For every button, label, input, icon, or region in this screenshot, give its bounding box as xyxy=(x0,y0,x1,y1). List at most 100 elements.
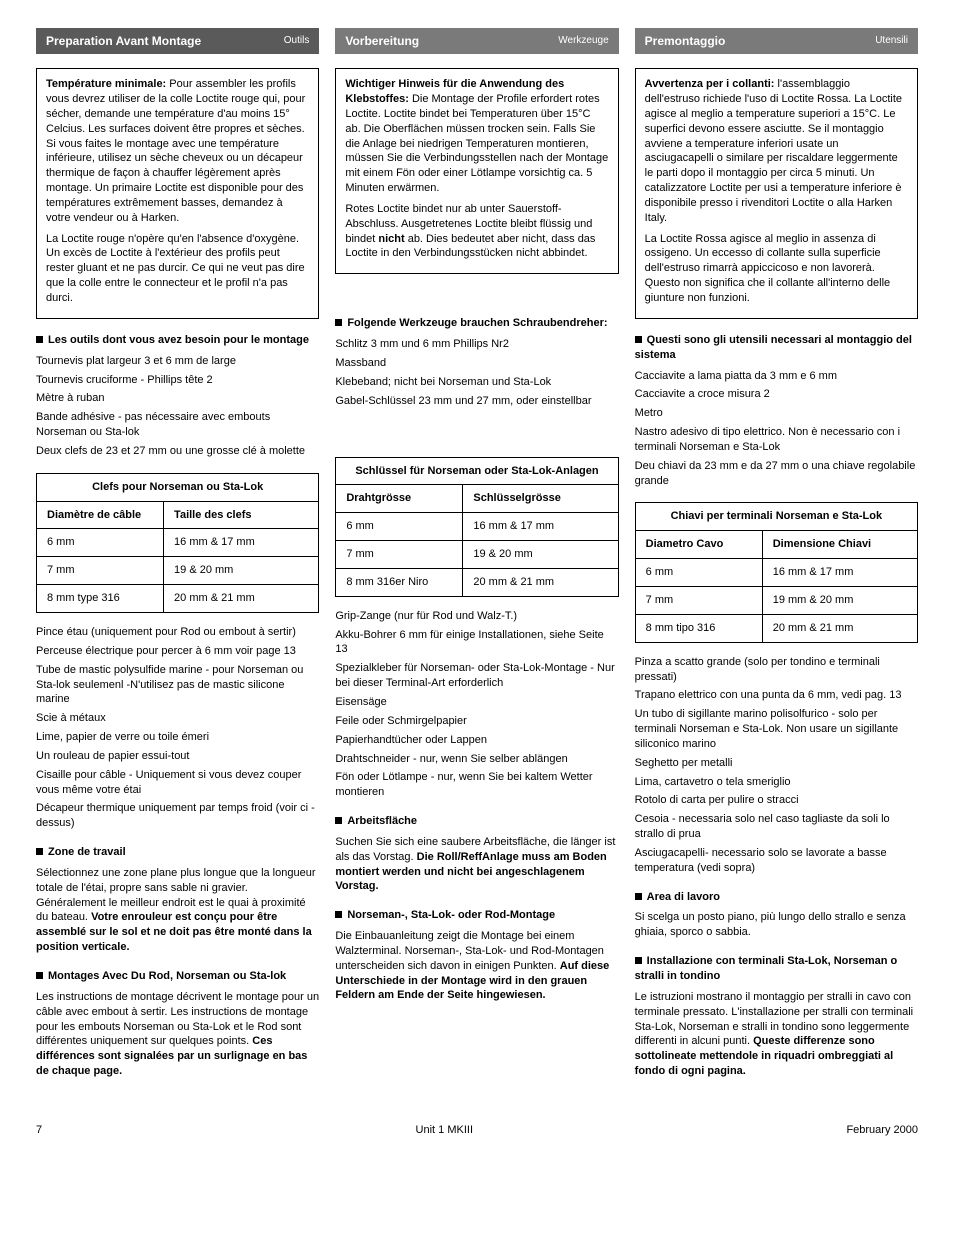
zone-title-it: Area di lavoro xyxy=(635,890,918,905)
footer-center: Unit 1 MKIII xyxy=(416,1123,473,1138)
de-after4: Eisensäge xyxy=(335,695,618,710)
fr-after4: Scie à métaux xyxy=(36,711,319,726)
bullet-icon xyxy=(635,957,642,964)
fr-after1: Pince étau (uniquement pour Rod ou embou… xyxy=(36,625,319,640)
table-it-h1: Diametro Cavo xyxy=(635,531,762,559)
de-tool3: Klebeband; nicht bei Norseman und Sta-Lo… xyxy=(335,375,618,390)
header-de-title: Vorbereitung xyxy=(345,33,419,49)
it-mont-p: Le istruzioni mostrano il montaggio per … xyxy=(635,990,918,1079)
col-fr: Température minimale: Pour assembler les… xyxy=(36,68,319,1083)
fr-after2: Perceuse électrique pour percer à 6 mm v… xyxy=(36,644,319,659)
bullet-icon xyxy=(335,817,342,824)
header-it: Premontaggio Utensili xyxy=(635,28,918,54)
de-tool1: Schlitz 3 mm und 6 mm Phillips Nr2 xyxy=(335,337,618,352)
table-row: 8 mm tipo 31620 mm & 21 mm xyxy=(635,614,917,642)
bullet-icon xyxy=(635,893,642,900)
mont-title-de: Norseman-, Sta-Lok- oder Rod-Montage xyxy=(335,908,618,923)
table-row: 6 mm16 mm & 17 mm xyxy=(635,559,917,587)
intro-box-it: Avvertenza per i collanti: l'assemblaggi… xyxy=(635,68,918,319)
intro-de-p2: Rotes Loctite bindet nur ab unter Sauers… xyxy=(345,202,608,261)
header-fr-sub: Outils xyxy=(284,34,310,48)
de-after2: Akku-Bohrer 6 mm für einige Installation… xyxy=(335,628,618,658)
fr-tool1: Tournevis plat largeur 3 et 6 mm de larg… xyxy=(36,354,319,369)
table-it: Chiavi per terminali Norseman e Sta-Lok … xyxy=(635,502,918,642)
header-fr: Preparation Avant Montage Outils xyxy=(36,28,319,54)
header-de-sub: Werkzeuge xyxy=(558,34,608,48)
it-after5: Lima, cartavetro o tela smeriglio xyxy=(635,775,918,790)
header-fr-title: Preparation Avant Montage xyxy=(46,33,201,49)
zone-title-de: Arbeitsfläche xyxy=(335,814,618,829)
table-fr-h1: Diamètre de câble xyxy=(37,501,164,529)
bullet-icon xyxy=(36,336,43,343)
header-row: Preparation Avant Montage Outils Vorbere… xyxy=(36,28,918,54)
table-fr-h2: Taille des clefs xyxy=(164,501,319,529)
intro-fr-lead: Température minimale: xyxy=(46,78,166,90)
fr-tool3: Mètre à ruban xyxy=(36,391,319,406)
fr-after8: Décapeur thermique uniquement par temps … xyxy=(36,801,319,831)
header-de: Vorbereitung Werkzeuge xyxy=(335,28,618,54)
fr-after3: Tube de mastic polysulfide marine - pour… xyxy=(36,663,319,708)
col-de: Wichtiger Hinweis für die Anwendung des … xyxy=(335,68,618,1083)
it-tool3: Metro xyxy=(635,406,918,421)
table-fr-caption: Clefs pour Norseman ou Sta-Lok xyxy=(36,473,319,501)
intro-box-fr: Température minimale: Pour assembler les… xyxy=(36,68,319,319)
intro-fr-p2: La Loctite rouge n'opère qu'en l'absence… xyxy=(46,232,309,306)
mont-title-fr: Montages Avec Du Rod, Norseman ou Sta-lo… xyxy=(36,969,319,984)
bullet-icon xyxy=(335,319,342,326)
it-after6: Rotolo di carta per pulire o stracci xyxy=(635,793,918,808)
bullet-icon xyxy=(335,911,342,918)
table-fr: Clefs pour Norseman ou Sta-Lok Diamètre … xyxy=(36,473,319,613)
table-row: 7 mm19 & 20 mm xyxy=(336,541,618,569)
table-de: Schlüssel für Norseman oder Sta-Lok-Anla… xyxy=(335,457,618,597)
it-after7: Cesoia - necessaria solo nel caso taglia… xyxy=(635,812,918,842)
zone-title-fr: Zone de travail xyxy=(36,845,319,860)
it-after1: Pinza a scatto grande (solo per tondino … xyxy=(635,655,918,685)
de-after3: Spezialkleber für Norseman- oder Sta-Lok… xyxy=(335,661,618,691)
it-after4: Seghetto per metalli xyxy=(635,756,918,771)
fr-tool4: Bande adhésive - pas nécessaire avec emb… xyxy=(36,410,319,440)
it-after2: Trapano elettrico con una punta da 6 mm,… xyxy=(635,688,918,703)
fr-mont-p: Les instructions de montage décrivent le… xyxy=(36,990,319,1079)
table-row: 6 mm16 mm & 17 mm xyxy=(336,513,618,541)
footer-date: February 2000 xyxy=(846,1123,918,1138)
fr-tool2: Tournevis cruciforme - Phillips tête 2 xyxy=(36,373,319,388)
de-mont-p: Die Einbauanleitung zeigt die Montage be… xyxy=(335,929,618,1003)
de-after7: Drahtschneider - nur, wenn Sie selber ab… xyxy=(335,752,618,767)
de-tool4: Gabel-Schlüssel 23 mm und 27 mm, oder ei… xyxy=(335,394,618,409)
bullet-icon xyxy=(635,336,642,343)
table-row: 8 mm type 31620 mm & 21 mm xyxy=(37,585,319,613)
intro-it-lead: Avvertenza per i collanti: xyxy=(645,78,775,90)
de-after8: Fön oder Lötlampe - nur, wenn Sie bei ka… xyxy=(335,770,618,800)
bullet-icon xyxy=(36,848,43,855)
table-row: 6 mm16 mm & 17 mm xyxy=(37,529,319,557)
it-tool1: Cacciavite a lama piatta da 3 mm e 6 mm xyxy=(635,369,918,384)
col-it: Avvertenza per i collanti: l'assemblaggi… xyxy=(635,68,918,1083)
it-zone-p: Si scelga un posto piano, più lungo dell… xyxy=(635,910,918,940)
de-zone-p: Suchen Sie sich eine saubere Arbeitsfläc… xyxy=(335,835,618,894)
table-row: 7 mm19 & 20 mm xyxy=(37,557,319,585)
page-number: 7 xyxy=(36,1123,42,1138)
fr-after7: Cisaille pour câble - Uniquement si vous… xyxy=(36,768,319,798)
columns: Température minimale: Pour assembler les… xyxy=(36,68,918,1083)
intro-box-de: Wichtiger Hinweis für die Anwendung des … xyxy=(335,68,618,274)
table-row: 7 mm19 mm & 20 mm xyxy=(635,586,917,614)
header-it-sub: Utensili xyxy=(875,34,908,48)
table-row: 8 mm 316er Niro20 mm & 21 mm xyxy=(336,568,618,596)
de-tool2: Massband xyxy=(335,356,618,371)
fr-after5: Lime, papier de verre ou toile émeri xyxy=(36,730,319,745)
de-after5: Feile oder Schmirgelpapier xyxy=(335,714,618,729)
intro-fr-p1: Pour assembler les profils vous devrez u… xyxy=(46,78,305,224)
header-it-title: Premontaggio xyxy=(645,33,726,49)
de-after1: Grip-Zange (nur für Rod und Walz-T.) xyxy=(335,609,618,624)
it-tool5: Deu chiavi da 23 mm e da 27 mm o una chi… xyxy=(635,459,918,489)
it-tool4: Nastro adesivo di tipo elettrico. Non è … xyxy=(635,425,918,455)
table-it-h2: Dimensione Chiavi xyxy=(762,531,917,559)
intro-de-p1: Die Montage der Profile erfordert rotes … xyxy=(345,93,608,194)
table-de-h2: Schlüsselgrösse xyxy=(463,485,618,513)
table-de-caption: Schlüssel für Norseman oder Sta-Lok-Anla… xyxy=(335,457,618,485)
fr-zone-p: Sélectionnez une zone plane plus longue … xyxy=(36,866,319,955)
it-after3: Un tubo di sigillante marino polisolfuri… xyxy=(635,707,918,752)
fr-tool5: Deux clefs de 23 et 27 mm ou une grosse … xyxy=(36,444,319,459)
it-after8: Asciugacapelli- necessario solo se lavor… xyxy=(635,846,918,876)
fr-after6: Un rouleau de papier essui-tout xyxy=(36,749,319,764)
